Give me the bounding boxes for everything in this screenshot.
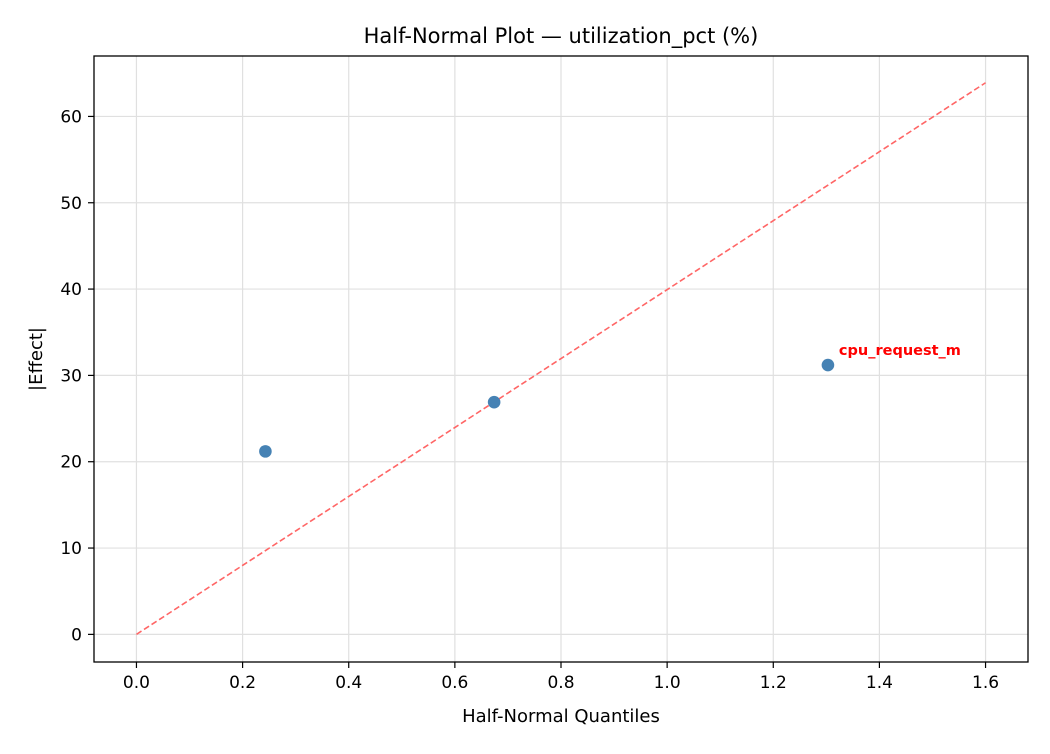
data-point bbox=[259, 445, 272, 458]
y-axis-ticks: 0 10 20 30 40 50 60 bbox=[60, 107, 94, 645]
data-point bbox=[821, 358, 835, 372]
x-tick-label: 0.4 bbox=[335, 673, 362, 693]
point-label: cpu_request_m bbox=[839, 343, 961, 359]
y-tick-label: 60 bbox=[60, 107, 82, 127]
x-tick-label: 1.4 bbox=[866, 673, 893, 693]
chart-title: Half-Normal Plot — utilization_pct (%) bbox=[364, 24, 759, 49]
x-tick-label: 1.2 bbox=[760, 673, 787, 693]
x-axis-ticks: 0.0 0.2 0.4 0.6 0.8 1.0 1.2 1.4 1.6 bbox=[123, 662, 999, 693]
x-tick-label: 1.0 bbox=[654, 673, 681, 693]
data-point bbox=[487, 395, 501, 409]
x-tick-label: 0.0 bbox=[123, 673, 150, 693]
reference-line bbox=[136, 82, 986, 636]
x-tick-label: 0.8 bbox=[547, 673, 574, 693]
y-axis-label: |Effect| bbox=[26, 327, 47, 391]
y-tick-label: 50 bbox=[60, 194, 82, 214]
plot-marks: cpu_request_m bbox=[136, 82, 986, 636]
y-tick-label: 40 bbox=[60, 280, 82, 300]
y-tick-label: 30 bbox=[60, 366, 82, 386]
y-tick-label: 0 bbox=[71, 625, 82, 645]
x-tick-label: 1.6 bbox=[972, 673, 999, 693]
y-tick-label: 20 bbox=[60, 453, 82, 473]
x-tick-label: 0.6 bbox=[441, 673, 468, 693]
x-axis-label: Half-Normal Quantiles bbox=[462, 706, 660, 727]
y-tick-label: 10 bbox=[60, 539, 82, 559]
axes-frame bbox=[93, 55, 1029, 663]
x-tick-label: 0.2 bbox=[229, 673, 256, 693]
